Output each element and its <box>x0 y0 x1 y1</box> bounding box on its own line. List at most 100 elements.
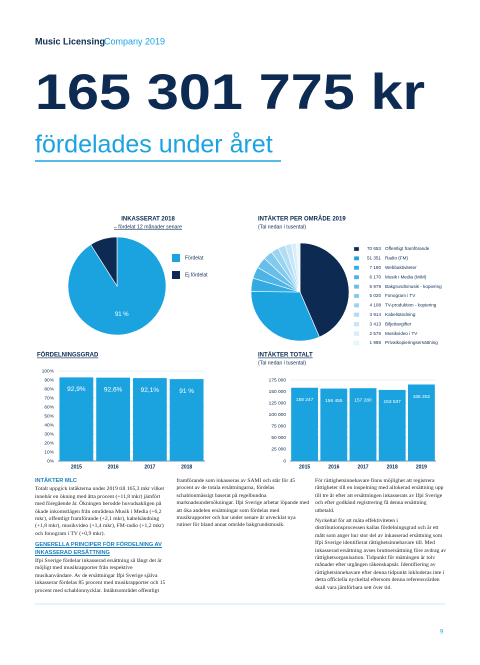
legend-swatch <box>172 254 180 262</box>
pie-slice <box>299 242 350 338</box>
legend-value: 2 576 <box>370 331 382 336</box>
legend-swatch <box>353 331 360 336</box>
y-tick-label: 50 000 <box>271 435 286 441</box>
y-tick-label: 100% <box>42 368 55 374</box>
y-tick-label: 75 000 <box>271 424 286 430</box>
legend-label: Biljettavgifter <box>385 321 412 326</box>
x-tick-label: 2016 <box>108 464 119 470</box>
bar-value-label: 92,9% <box>67 386 86 393</box>
y-tick-label: 60% <box>44 404 54 410</box>
chart-subtitle: (Tal nedan i tusental) <box>258 360 306 366</box>
bar-value-label: 153 537 <box>384 399 402 405</box>
bar <box>96 377 131 461</box>
legend-label: Webbaktiviteter <box>385 265 417 270</box>
legend-value: 5 979 <box>370 284 382 289</box>
legend-value: 5 020 <box>370 293 382 298</box>
y-tick-label: 10% <box>44 449 54 455</box>
x-tick-label: 2017 <box>357 464 368 470</box>
legend-label: Bakgrundsmusik - kopiering <box>385 284 442 289</box>
legend-swatch <box>353 293 360 299</box>
x-tick-label: 2016 <box>328 464 339 470</box>
legend-value: 3 413 <box>370 321 382 326</box>
article-paragraph: Nyckeltal för att mäta effektiviteten i … <box>315 518 447 591</box>
y-tick-label: 30% <box>44 431 54 437</box>
legend-label: Ej fördelat <box>185 272 208 278</box>
legend-value: 7 180 <box>370 265 382 270</box>
legend-value: 4 108 <box>370 303 382 308</box>
x-tick-label: 2015 <box>299 464 310 470</box>
legend-label: Radio (FM) <box>385 256 408 261</box>
headline: 165 301 775 kr <box>35 64 425 120</box>
bar <box>320 388 348 461</box>
bar-value-label: 158 247 <box>296 397 314 403</box>
x-tick-label: 2018 <box>181 464 192 470</box>
y-tick-label: 100 000 <box>269 412 287 418</box>
brand: Music Licensing <box>35 36 105 46</box>
y-tick-label: 50% <box>44 413 54 419</box>
chart-title: INTÄKTER TOTALT <box>258 352 313 359</box>
bar-value-label: 92,6% <box>104 386 123 393</box>
article-paragraph: Ifpi Sverige fördelar inkasserad ersättn… <box>35 478 310 594</box>
chart-title: FÖRDELNINGSGRAD <box>37 352 99 359</box>
legend-swatch <box>353 275 360 280</box>
bar <box>169 379 204 461</box>
chart-subtitle: (Tal nedan i tusental) <box>258 224 306 230</box>
legend-label: Privatkopieringsersättning <box>385 340 438 345</box>
legend-swatch <box>353 265 360 270</box>
y-tick-label: 90% <box>44 377 54 383</box>
y-tick-label: 0% <box>47 458 55 464</box>
legend-label: Musikvideo i TV <box>385 331 418 336</box>
bar <box>132 378 167 461</box>
bar-value-label: 165 302 <box>413 394 431 400</box>
chart-title: INTÄKTER PER OMRÅDE 2019 <box>258 216 346 223</box>
legend-swatch <box>353 256 360 261</box>
article-heading: INTÄKTER MLC <box>35 478 77 484</box>
legend-swatch <box>353 340 360 346</box>
legend-label: TV-produktion - kopiering <box>385 303 437 308</box>
legend-swatch <box>353 303 360 308</box>
article-column: För rättighetsinnehavare finns möjlighet… <box>315 478 447 595</box>
legend-value: 1 988 <box>370 340 382 345</box>
pie-slice <box>295 242 301 293</box>
y-tick-label: 0 <box>283 458 286 464</box>
legend-value: 3 914 <box>370 312 382 317</box>
x-tick-label: 2019 <box>416 464 427 470</box>
legend-label: Offentligt framförande <box>385 246 430 251</box>
pie-slice <box>250 291 320 342</box>
y-tick-label: 25 000 <box>271 447 286 453</box>
legend-swatch <box>353 322 360 327</box>
bar-value-label: 156 455 <box>325 398 343 404</box>
bar-value-label: 92,1% <box>141 387 160 394</box>
y-tick-label: 150 000 <box>269 389 287 395</box>
y-tick-label: 175 000 <box>269 377 287 383</box>
bar-value-label: 91 % <box>179 388 194 395</box>
article-column: INTÄKTER MLC Totalt uppgick intäkterna u… <box>35 478 310 596</box>
legend-label: Kabelsändning <box>385 312 416 317</box>
bar <box>59 377 94 461</box>
legend-swatch <box>353 284 360 289</box>
article-paragraph: För rättighetsinnehavare finns möjlighet… <box>315 478 444 514</box>
y-tick-label: 70% <box>44 395 54 401</box>
bar-value-label: 157 280 <box>354 397 372 403</box>
subheadline: fördelades under året <box>35 131 273 159</box>
legend-label: Musik i Media (MIM) <box>385 274 427 279</box>
legend-value: 70 653 <box>367 246 381 251</box>
chart-title: INKASSERAT 2018 <box>121 217 175 223</box>
bar <box>378 389 406 461</box>
x-tick-label: 2017 <box>144 464 155 470</box>
slice-label: 91 % <box>115 312 129 318</box>
y-tick-label: 40% <box>44 422 54 428</box>
legend-value: 6 170 <box>370 274 382 279</box>
legend-swatch <box>353 312 360 317</box>
y-tick-label: 80% <box>44 386 54 392</box>
chart-subtitle: – fördelat 12 månader senare <box>114 223 182 230</box>
bar <box>291 387 319 461</box>
brand-suffix: Company 2019 <box>104 36 165 46</box>
legend-label: Fonogram i TV <box>385 293 416 298</box>
x-tick-label: 2015 <box>71 464 82 470</box>
legend-swatch <box>353 246 360 252</box>
y-tick-label: 20% <box>44 440 54 446</box>
bar <box>349 388 377 461</box>
